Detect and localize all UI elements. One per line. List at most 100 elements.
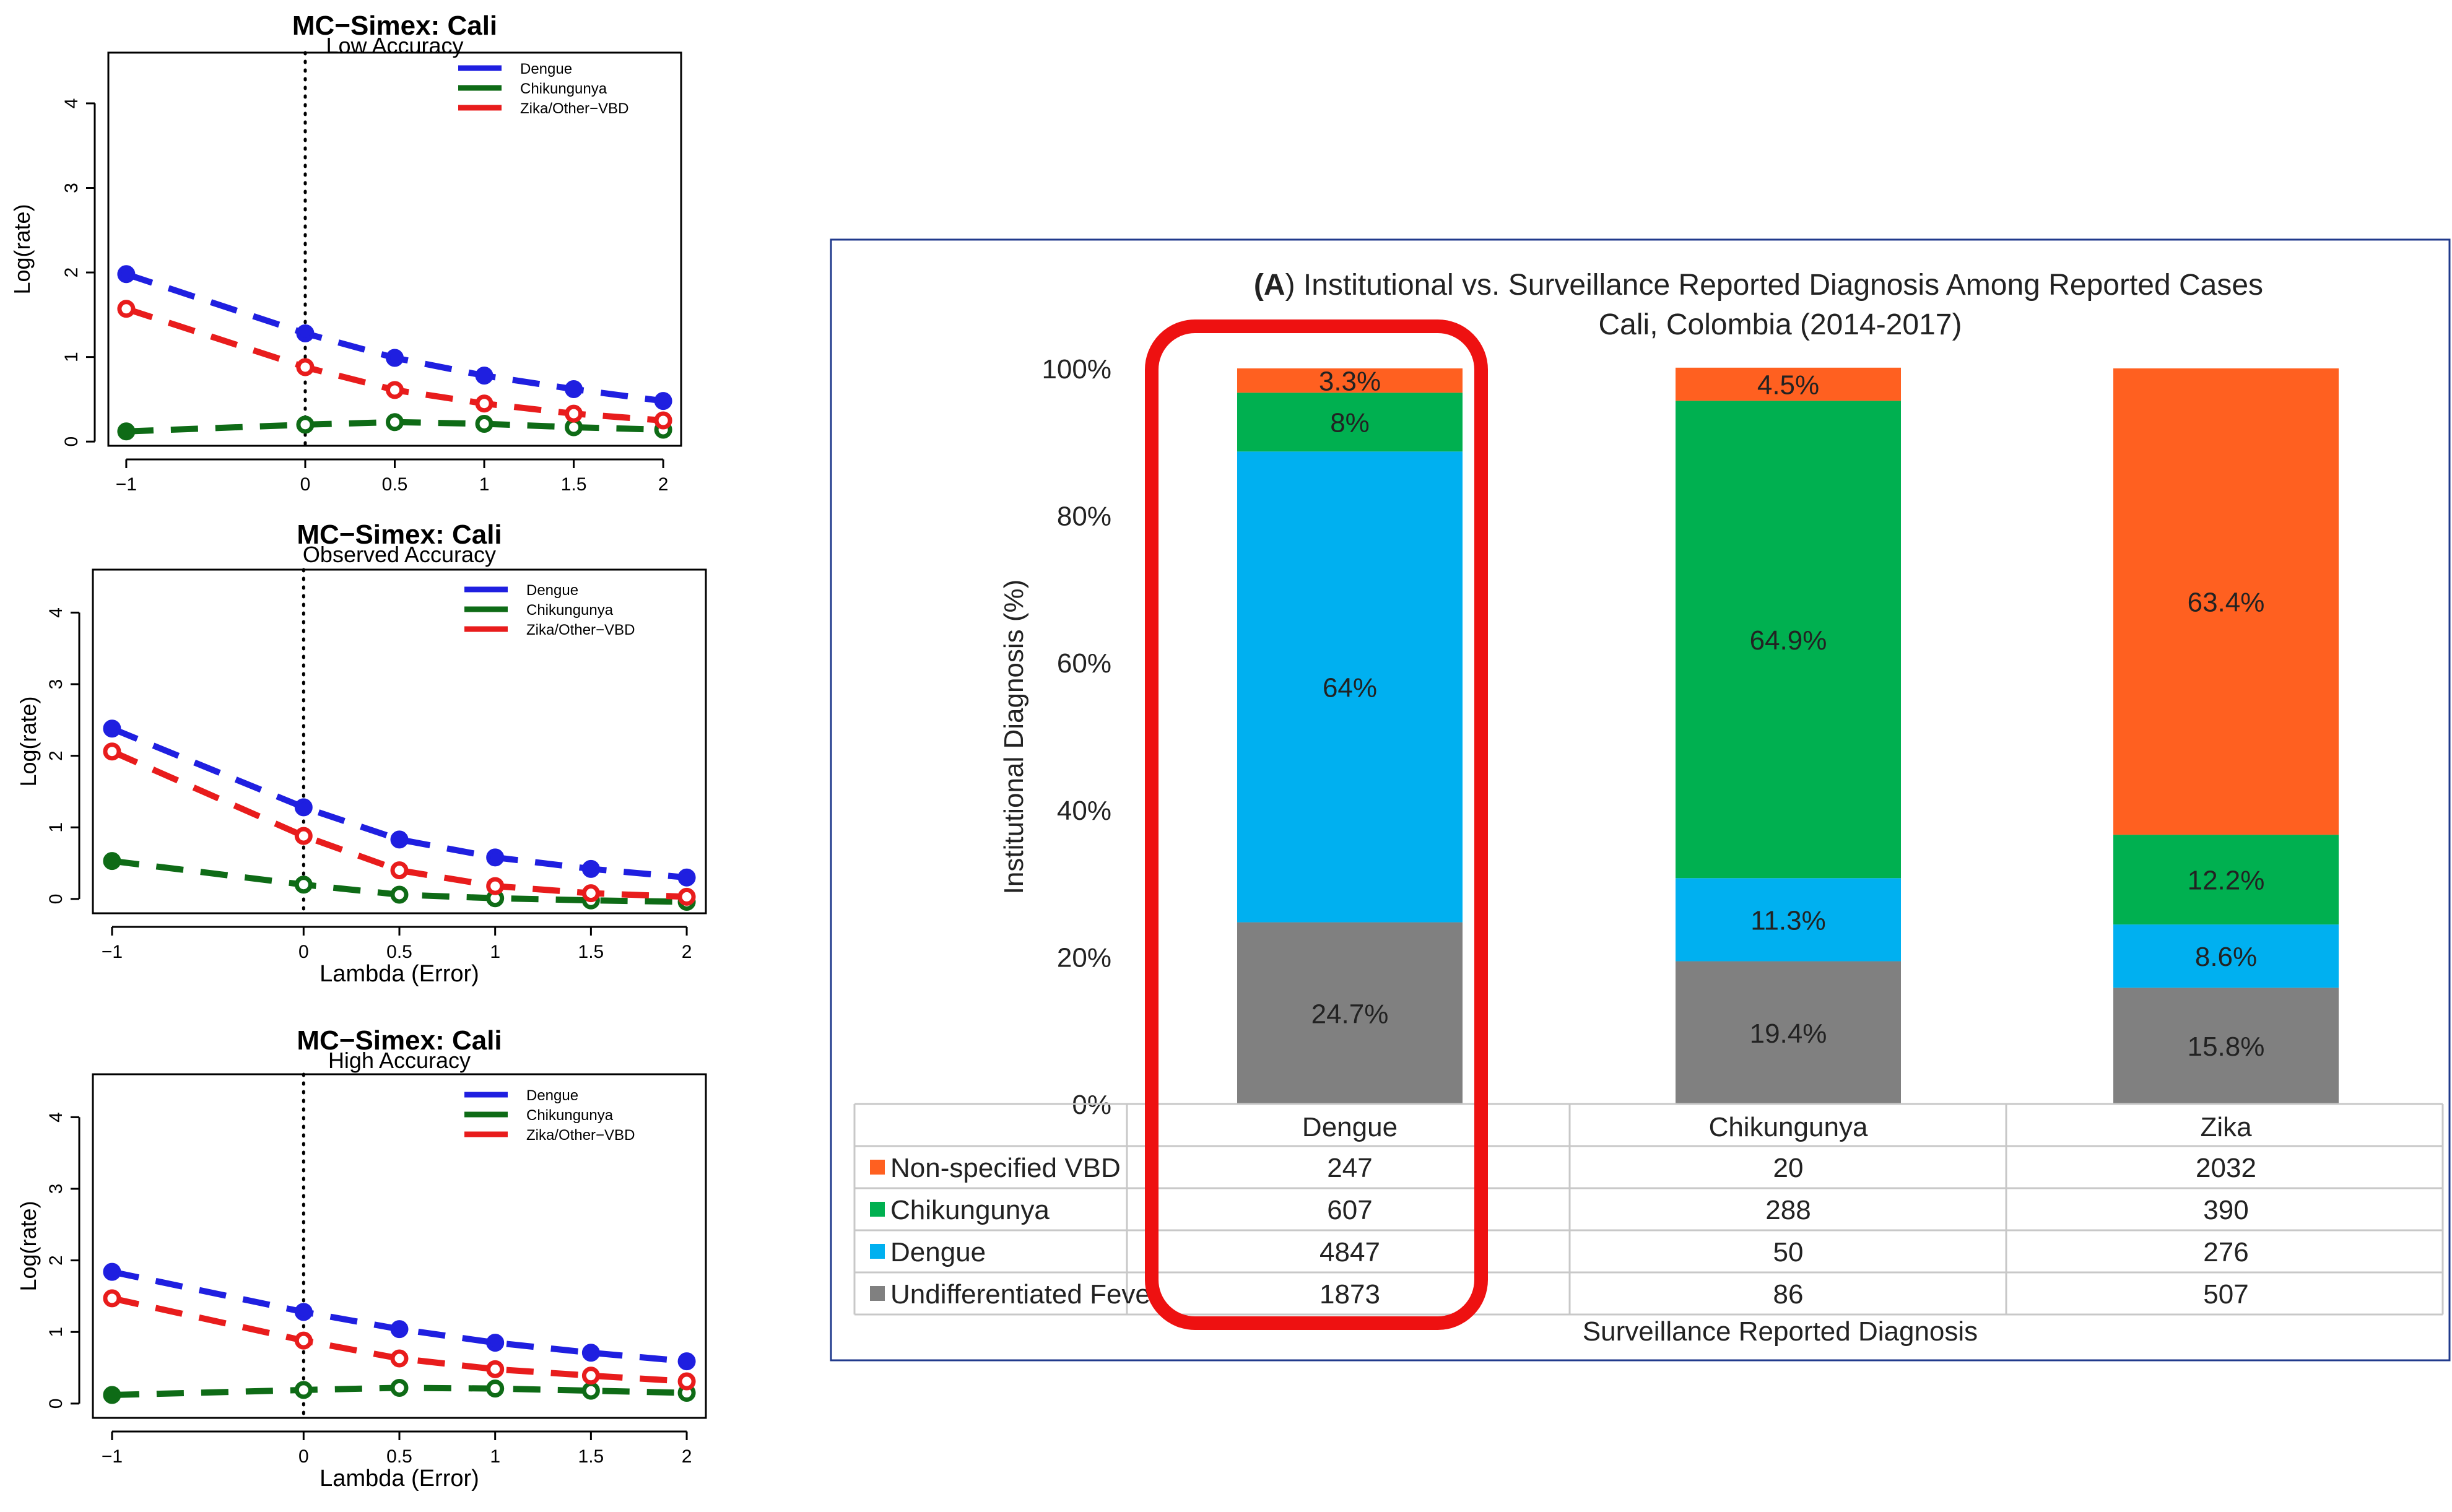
bar-segment-undifferentiated-fever xyxy=(1237,922,1463,1104)
data-point xyxy=(486,877,505,895)
series-line-dengue xyxy=(111,1269,687,1365)
data-point xyxy=(581,859,600,878)
data-label: 19.4% xyxy=(1750,1019,1827,1049)
data-point xyxy=(677,1352,696,1371)
data-point xyxy=(486,1379,505,1398)
x-tick-label: 2 xyxy=(658,474,669,495)
category-label: Chikungunya xyxy=(1709,1112,1868,1142)
series-line-zika-other-vbd xyxy=(111,1295,687,1385)
data-point xyxy=(103,719,121,738)
data-point xyxy=(677,887,696,906)
y-tick-label: 1 xyxy=(46,822,66,833)
y-tick-label: 3 xyxy=(61,183,82,193)
y-tick-label: 3 xyxy=(46,679,66,690)
data-point xyxy=(581,1381,600,1400)
y-tick-label: 60% xyxy=(1057,648,1111,679)
data-point xyxy=(677,1372,696,1391)
y-tick-label: 2 xyxy=(46,750,66,761)
legend-label: Non-specified VBD xyxy=(890,1153,1121,1183)
plot-frame xyxy=(107,51,682,447)
data-point xyxy=(581,1366,600,1385)
data-label: 3.3% xyxy=(1319,367,1381,397)
data-label: 4.5% xyxy=(1757,370,1819,401)
y-tick-label: 0 xyxy=(61,437,82,447)
data-point xyxy=(117,300,136,318)
category-label: Dengue xyxy=(1302,1112,1398,1142)
bar-segment-dengue xyxy=(2113,924,2339,988)
data-point xyxy=(475,394,493,413)
bar-segment-chikungunya xyxy=(2113,835,2339,925)
data-point xyxy=(296,415,315,434)
x-tick-label: 1 xyxy=(490,942,500,962)
table-cell: 390 xyxy=(2203,1195,2248,1225)
data-point xyxy=(475,367,493,385)
y-tick-label: 2 xyxy=(61,267,82,278)
chart-title: (A) Institutional vs. Surveillance Repor… xyxy=(1254,269,2263,302)
data-point xyxy=(390,1320,409,1339)
x-axis-label: Lambda (Error) xyxy=(315,493,475,495)
data-point xyxy=(296,358,315,376)
data-point xyxy=(117,265,136,284)
data-point xyxy=(475,414,493,433)
table-cell: 50 xyxy=(1773,1237,1804,1267)
data-label: 8% xyxy=(1330,408,1370,438)
x-tick-label: 1 xyxy=(479,474,490,495)
x-tick-label: 1 xyxy=(490,1446,500,1467)
legend-entry: Dengue xyxy=(526,1087,578,1104)
x-tick-label: −1 xyxy=(102,942,123,962)
bar-segment-chikungunya xyxy=(1237,393,1463,452)
bar-segment-chikungunya xyxy=(1676,401,1901,879)
legend-swatch xyxy=(870,1244,885,1259)
data-point xyxy=(486,1334,505,1352)
chart-subtitle: Observed Accuracy xyxy=(303,542,496,567)
highlight-box xyxy=(1145,319,1488,1330)
x-tick-label: 0.5 xyxy=(382,474,408,495)
bar-segment-dengue xyxy=(1237,451,1463,923)
y-axis-label: Institutional Diagnosis (%) xyxy=(999,580,1029,895)
chart-title-rest: ) Institutional vs. Surveillance Reporte… xyxy=(1285,269,2263,302)
plot-frame xyxy=(92,568,707,915)
legend-entry: Chikungunya xyxy=(526,1107,614,1124)
legend-label: Chikungunya xyxy=(890,1195,1050,1225)
data-point xyxy=(390,1349,409,1368)
data-point xyxy=(103,1386,121,1404)
legend-label: Dengue xyxy=(890,1237,986,1267)
legend-entry: Zika/Other−VBD xyxy=(520,100,628,117)
data-point xyxy=(654,411,672,430)
x-tick-label: −1 xyxy=(116,474,137,495)
table-cell: 247 xyxy=(1327,1153,1372,1183)
y-tick-label: 100% xyxy=(1041,354,1111,385)
chart-title-bold: (A xyxy=(1254,269,1285,302)
data-point xyxy=(390,830,409,849)
table-cell: 607 xyxy=(1327,1195,1372,1225)
chart-title: MC−Simex: Cali xyxy=(297,519,502,550)
y-tick-label: 0 xyxy=(46,1399,66,1409)
chart-subtitle: High Accuracy xyxy=(328,1048,471,1073)
x-tick-label: 0.5 xyxy=(386,1446,412,1467)
data-point xyxy=(294,827,313,845)
chart-title: MC−Simex: Cali xyxy=(297,1025,502,1056)
data-label: 64.9% xyxy=(1750,625,1827,656)
y-tick-label: 1 xyxy=(46,1327,66,1337)
table-cell: 276 xyxy=(2203,1237,2248,1267)
y-tick-label: 2 xyxy=(46,1255,66,1266)
data-point xyxy=(294,798,313,817)
x-tick-label: 0 xyxy=(298,1446,309,1467)
x-tick-label: 0 xyxy=(298,942,309,962)
data-label: 64% xyxy=(1323,672,1377,703)
y-axis-label: Log(rate) xyxy=(15,1201,41,1291)
table-cell: 288 xyxy=(1765,1195,1811,1225)
legend-label: Undifferentiated Fever xyxy=(890,1279,1160,1310)
data-point xyxy=(654,392,672,411)
x-tick-label: −1 xyxy=(102,1446,123,1467)
data-point xyxy=(294,1331,313,1350)
data-label: 8.6% xyxy=(2195,942,2257,972)
legend-swatch xyxy=(870,1160,885,1175)
data-point xyxy=(294,875,313,894)
table-cell: 4847 xyxy=(1319,1237,1380,1267)
table-cell: 2032 xyxy=(2196,1153,2256,1183)
data-point xyxy=(390,861,409,880)
data-point xyxy=(103,742,121,761)
series-line-chikungunya xyxy=(111,1384,687,1398)
